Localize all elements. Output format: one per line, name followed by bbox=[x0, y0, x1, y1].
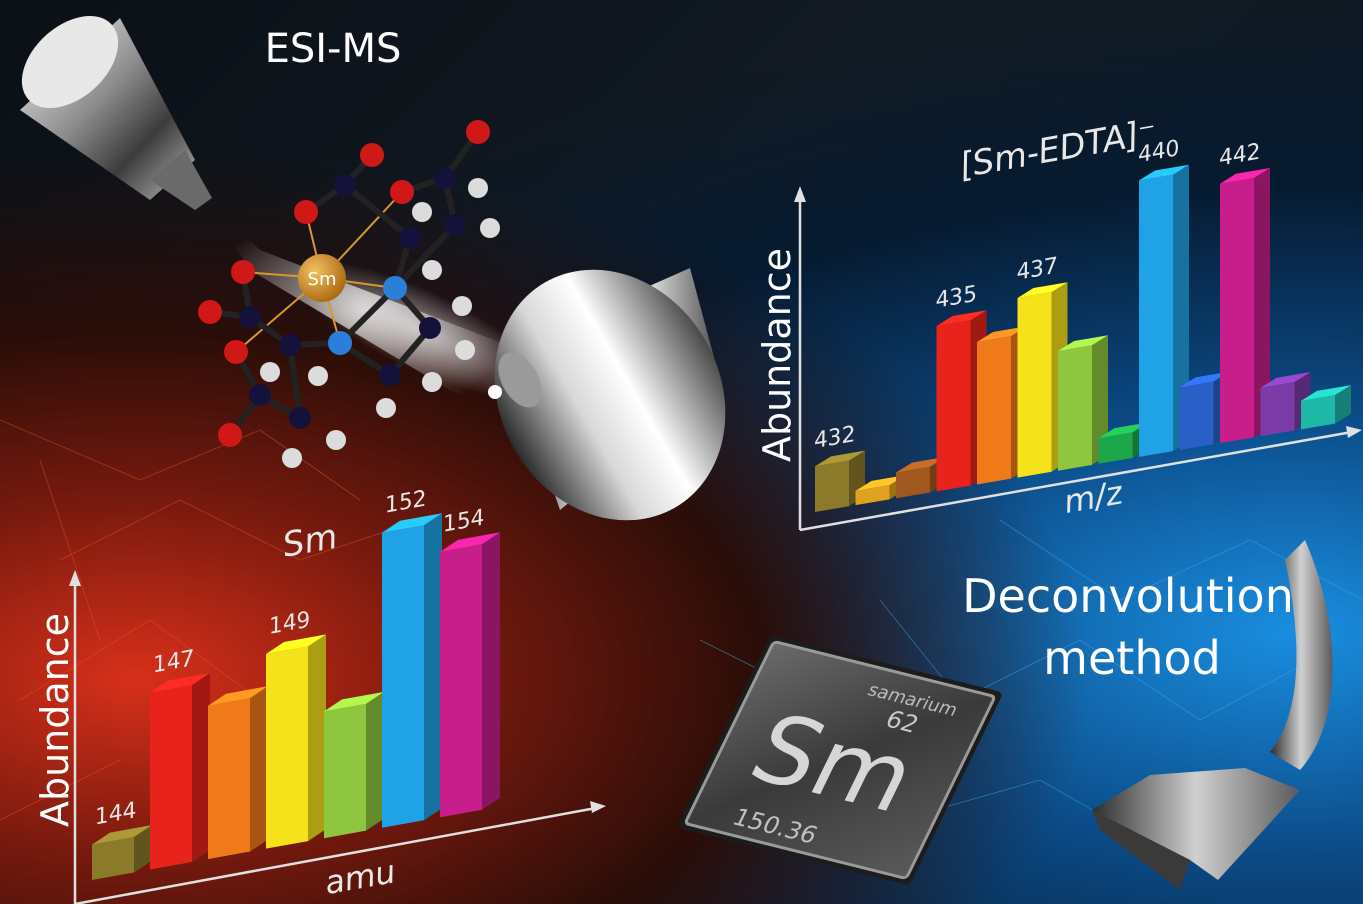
sm-bar-label-149: 149 bbox=[267, 608, 313, 640]
sm-bar-149 bbox=[266, 634, 326, 849]
sm-bar-side-144 bbox=[134, 825, 152, 873]
sm-bar-label-144: 144 bbox=[93, 798, 139, 830]
sm-bar-top-148 bbox=[208, 686, 268, 706]
sm-bar-front-150 bbox=[324, 703, 366, 839]
edta-bar-top-439 bbox=[1098, 422, 1149, 439]
sm-bar-top-144 bbox=[92, 825, 152, 845]
edta-bar-front-435 bbox=[936, 320, 971, 492]
sm-bar-front-149 bbox=[266, 646, 308, 849]
edta-bar-front-433 bbox=[855, 485, 890, 506]
edta-bar-front-434 bbox=[896, 466, 930, 499]
edta-bar-label-442: 442 bbox=[1217, 139, 1263, 171]
sm-bar-side-152 bbox=[424, 513, 442, 821]
sm-bar-side-149 bbox=[308, 634, 326, 842]
edta-bar-top-432 bbox=[815, 450, 865, 467]
edta-bar-side-438 bbox=[1092, 335, 1108, 465]
sm-y-label: Abundance bbox=[33, 613, 77, 827]
sm-bar-154 bbox=[440, 532, 500, 818]
sm-bar-side-148 bbox=[250, 686, 268, 852]
sm-bar-top-154 bbox=[440, 532, 500, 552]
sm-bar-148 bbox=[208, 686, 268, 860]
sm-bar-side-154 bbox=[482, 532, 500, 810]
edta-bar-top-440 bbox=[1139, 164, 1189, 181]
edta-bar-front-436 bbox=[977, 336, 1011, 485]
edta-bar-438 bbox=[1058, 335, 1108, 471]
edta-bar-top-436 bbox=[977, 326, 1027, 342]
sm-edta-molecule: Sm bbox=[198, 120, 500, 468]
sm-bar-top-152 bbox=[382, 513, 442, 533]
edta-bar-top-434 bbox=[896, 456, 946, 473]
edta-bar-front-443 bbox=[1260, 382, 1295, 437]
esi-needle bbox=[20, 15, 212, 210]
deconvolution-line-2: method bbox=[1043, 631, 1221, 685]
sm-bars: 144 147 149 152 154 bbox=[92, 486, 500, 880]
edta-bar-front-444 bbox=[1301, 395, 1335, 430]
edta-bar-444 bbox=[1301, 385, 1351, 430]
ms-inlet-cone bbox=[488, 268, 726, 521]
edta-bar-top-442 bbox=[1220, 168, 1270, 184]
edta-bar-front-432 bbox=[815, 460, 849, 512]
curved-arrow-icon bbox=[1092, 540, 1333, 890]
edta-chart-title: [Sm-EDTA]⁻ bbox=[956, 112, 1160, 186]
edta-bar-top-438 bbox=[1058, 335, 1108, 351]
sm-bar-147 bbox=[150, 673, 210, 870]
sm-bar-152 bbox=[382, 513, 442, 828]
edta-bar-front-442 bbox=[1220, 178, 1254, 444]
edta-bar-label-435: 435 bbox=[934, 282, 980, 314]
sm-bar-side-147 bbox=[192, 673, 210, 862]
sm-isotope-chart: Sm amu Abundance 144 147 149 152 154 bbox=[33, 486, 606, 904]
sm-bar-label-152: 152 bbox=[383, 486, 429, 518]
sm-bar-side-150 bbox=[366, 691, 384, 831]
edta-bar-top-443 bbox=[1260, 372, 1311, 388]
sm-x-axis bbox=[74, 806, 597, 904]
edta-bar-front-439 bbox=[1098, 432, 1133, 464]
edta-bar-442 bbox=[1220, 168, 1270, 444]
edta-bar-front-440 bbox=[1139, 174, 1173, 457]
edta-bar-front-437 bbox=[1017, 292, 1052, 478]
sm-bar-front-148 bbox=[208, 698, 250, 860]
sm-bar-front-147 bbox=[150, 685, 192, 870]
sm-bar-label-154: 154 bbox=[441, 506, 487, 538]
sm-bar-top-149 bbox=[266, 634, 326, 654]
sm-bar-top-150 bbox=[324, 691, 384, 712]
edta-bar-front-438 bbox=[1058, 345, 1092, 471]
sm-bar-top-147 bbox=[150, 673, 210, 693]
edta-bar-top-437 bbox=[1017, 282, 1068, 299]
edta-bar-top-441 bbox=[1179, 371, 1230, 388]
edta-bar-top-435 bbox=[936, 310, 987, 327]
edta-bar-side-442 bbox=[1254, 168, 1270, 438]
sm-x-label: amu bbox=[322, 852, 399, 902]
edta-y-label: Abundance bbox=[755, 248, 799, 462]
deconvolution-line-1: Deconvolution bbox=[962, 569, 1294, 623]
sm-bar-front-152 bbox=[382, 525, 424, 828]
sm-bar-150 bbox=[324, 691, 384, 839]
element-tile-samarium: samarium 62 Sm 150.36 bbox=[678, 635, 1002, 885]
header-title: ESI-MS bbox=[265, 26, 402, 72]
edta-bar-front-441 bbox=[1179, 381, 1214, 451]
edta-bar-440 bbox=[1139, 164, 1189, 457]
edta-bar-side-440 bbox=[1173, 164, 1189, 452]
edta-bar-label-432: 432 bbox=[812, 422, 858, 454]
edta-bar-label-437: 437 bbox=[1015, 254, 1061, 286]
edta-x-axis bbox=[799, 430, 1353, 532]
edta-bar-top-433 bbox=[855, 475, 906, 491]
edta-bar-side-444 bbox=[1335, 385, 1351, 424]
sm-chart-title: Sm bbox=[280, 517, 341, 566]
sm-bar-144 bbox=[92, 825, 152, 880]
edta-bar-top-444 bbox=[1301, 385, 1351, 401]
edta-x-label: m/z bbox=[1061, 473, 1127, 521]
sm-bar-front-154 bbox=[440, 544, 482, 818]
sm-bar-label-147: 147 bbox=[151, 646, 197, 678]
molecule-center-label: Sm bbox=[308, 269, 337, 290]
sm-bar-front-144 bbox=[92, 837, 134, 880]
